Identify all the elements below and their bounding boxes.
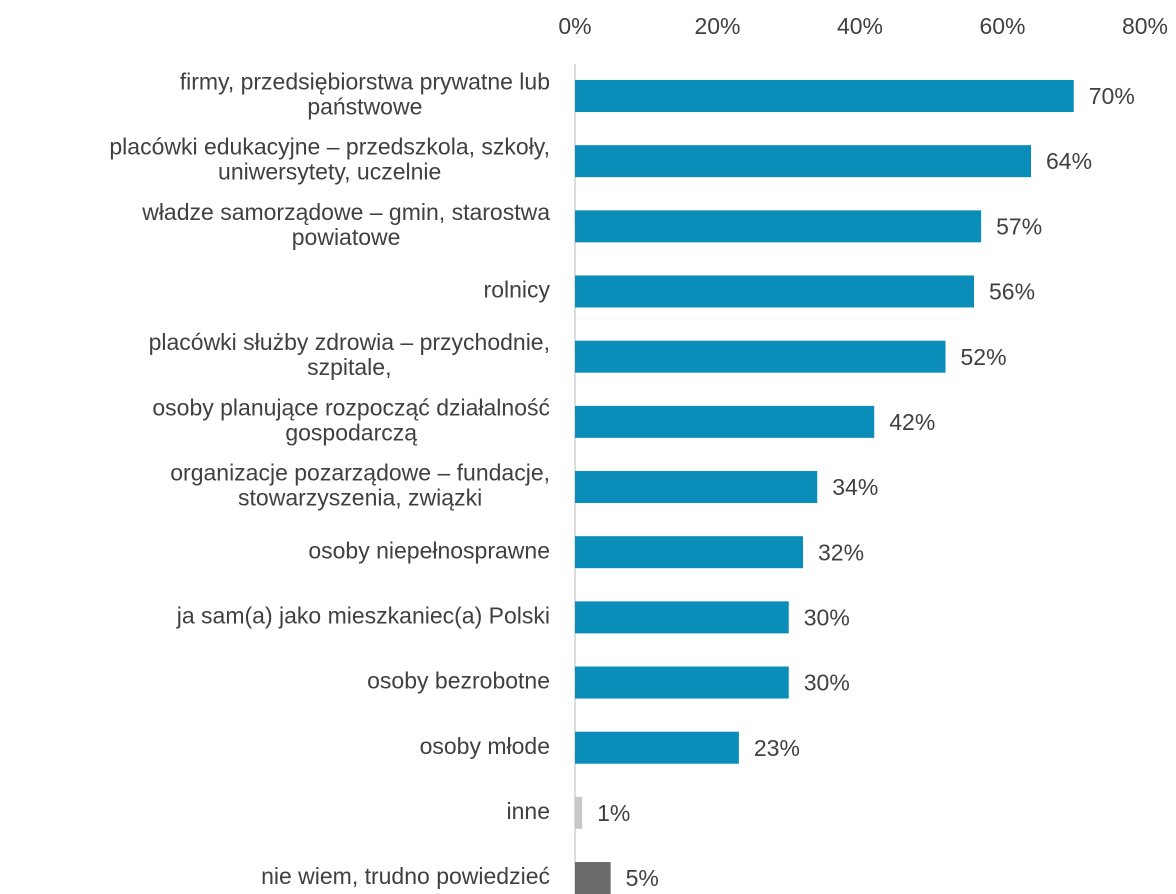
- x-tick-label: 80%: [1122, 13, 1168, 39]
- category-label: inne: [507, 798, 550, 824]
- value-label: 30%: [804, 604, 850, 630]
- value-label: 30%: [804, 670, 850, 696]
- bar: [575, 80, 1074, 112]
- bar: [575, 405, 875, 438]
- value-label: 1%: [597, 800, 630, 826]
- category-label: placówki edukacyjne – przedszkola, szkoł…: [109, 134, 550, 185]
- category-label: firmy, przedsiębiorstwa prywatne lub pańs…: [180, 69, 550, 120]
- category-label: placówki służby zdrowia – przychodnie, sz…: [149, 329, 550, 380]
- bar: [575, 666, 789, 699]
- bar: [575, 601, 789, 634]
- bar: [575, 210, 982, 243]
- category-label: osoby planujące rozpocząć działalność gos…: [152, 394, 550, 445]
- bar: [575, 796, 583, 829]
- value-label: 52%: [961, 344, 1007, 370]
- value-label: 56%: [989, 279, 1035, 305]
- bar: [575, 536, 803, 569]
- value-label: 64%: [1046, 148, 1092, 174]
- value-label: 23%: [754, 735, 800, 761]
- bar: [575, 145, 1031, 178]
- bar: [575, 471, 818, 504]
- bar: [575, 731, 739, 764]
- category-label: rolnicy: [484, 277, 551, 303]
- category-label: osoby niepełnosprawne: [308, 537, 550, 563]
- value-label: 5%: [626, 865, 659, 891]
- x-tick-label: 0%: [558, 13, 591, 39]
- category-label: organizacje pozarządowe – fundacje, stowa…: [170, 460, 550, 511]
- category-label: władze samorządowe – gmin, starostwa powi…: [141, 199, 550, 250]
- x-tick-label: 40%: [837, 13, 883, 39]
- category-label: osoby młode: [420, 733, 550, 759]
- value-label: 70%: [1089, 83, 1135, 109]
- bar: [575, 862, 611, 894]
- x-tick-label: 60%: [979, 13, 1025, 39]
- bar: [575, 340, 946, 373]
- category-label: osoby bezrobotne: [367, 668, 550, 694]
- bar: [575, 275, 974, 308]
- category-label: nie wiem, trudno powiedzieć: [261, 863, 550, 889]
- category-label: ja sam(a) jako mieszkaniec(a) Polski: [176, 602, 550, 628]
- value-label: 57%: [996, 213, 1042, 239]
- value-label: 34%: [832, 474, 878, 500]
- value-label: 42%: [889, 409, 935, 435]
- value-label: 32%: [818, 539, 864, 565]
- x-tick-label: 20%: [694, 13, 740, 39]
